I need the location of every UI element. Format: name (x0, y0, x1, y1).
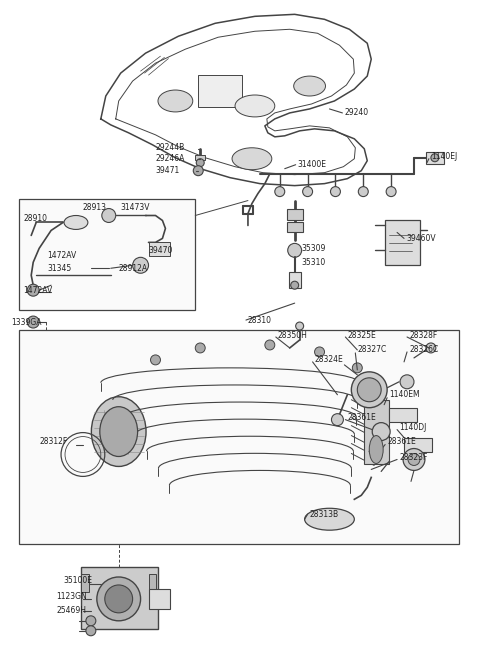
Circle shape (332, 413, 343, 425)
Circle shape (288, 243, 301, 257)
Text: 1140EJ: 1140EJ (431, 152, 457, 161)
Circle shape (302, 187, 312, 196)
Text: 28326C: 28326C (409, 346, 438, 354)
Text: 28350H: 28350H (278, 330, 308, 340)
Circle shape (351, 372, 387, 408)
Bar (19, 198, 195, 310)
Text: 28310: 28310 (248, 316, 272, 324)
Circle shape (358, 187, 368, 196)
Circle shape (296, 322, 304, 330)
Text: 31345: 31345 (47, 264, 72, 273)
Text: 29244B: 29244B (156, 143, 185, 152)
Circle shape (352, 363, 362, 373)
Text: 1123GN: 1123GN (56, 592, 87, 602)
Circle shape (265, 340, 275, 350)
Ellipse shape (369, 436, 383, 464)
Text: 35309: 35309 (301, 244, 326, 253)
Text: 35310: 35310 (301, 258, 326, 267)
Bar (426, 152, 444, 163)
Circle shape (275, 187, 285, 196)
Text: 28912A: 28912A (119, 264, 148, 273)
Circle shape (105, 585, 132, 613)
Text: 28325E: 28325E (348, 330, 376, 340)
Bar (287, 208, 302, 220)
Bar (364, 400, 389, 464)
Ellipse shape (100, 407, 138, 456)
Polygon shape (109, 370, 371, 494)
Text: 29246A: 29246A (156, 154, 185, 163)
Text: 28361E: 28361E (387, 437, 416, 446)
Bar (81, 567, 158, 628)
Ellipse shape (91, 397, 146, 466)
Bar (288, 272, 300, 288)
Text: 28313B: 28313B (310, 510, 339, 519)
Text: 39460V: 39460V (406, 234, 436, 243)
Circle shape (330, 187, 340, 196)
Bar (404, 438, 432, 452)
Bar (19, 330, 459, 544)
Circle shape (151, 355, 160, 365)
Text: 35100E: 35100E (63, 576, 92, 586)
Bar (148, 574, 156, 592)
Circle shape (86, 616, 96, 626)
Bar (385, 220, 420, 265)
Text: 25469H: 25469H (56, 606, 86, 615)
Ellipse shape (235, 95, 275, 117)
Circle shape (291, 281, 299, 289)
Circle shape (102, 208, 116, 222)
Circle shape (195, 343, 205, 353)
Circle shape (400, 375, 414, 389)
Text: 39470: 39470 (148, 246, 173, 255)
Text: 28323F: 28323F (399, 453, 428, 462)
Circle shape (357, 378, 381, 402)
Bar (195, 155, 205, 159)
Circle shape (97, 577, 141, 621)
Ellipse shape (64, 216, 88, 229)
Text: 31473V: 31473V (120, 203, 150, 212)
Polygon shape (116, 340, 384, 427)
Text: 31400E: 31400E (298, 160, 327, 170)
Circle shape (193, 165, 203, 176)
Text: 1472AV: 1472AV (23, 285, 52, 295)
Text: 28361E: 28361E (348, 413, 376, 422)
Bar (389, 408, 417, 421)
Circle shape (372, 423, 390, 441)
Circle shape (386, 187, 396, 196)
Bar (148, 243, 170, 257)
Bar (148, 589, 170, 609)
Ellipse shape (232, 148, 272, 170)
Text: 28312F: 28312F (39, 437, 67, 446)
Bar (287, 222, 302, 232)
Ellipse shape (294, 76, 325, 96)
Circle shape (27, 316, 39, 328)
Text: 28324E: 28324E (314, 355, 343, 364)
Circle shape (431, 153, 439, 161)
Text: 1339GA: 1339GA (12, 318, 42, 326)
Text: 28910: 28910 (23, 214, 47, 223)
Text: 1140EM: 1140EM (389, 390, 420, 399)
Text: 28327C: 28327C (357, 346, 386, 354)
Text: 28328F: 28328F (409, 330, 437, 340)
Circle shape (132, 257, 148, 273)
Circle shape (408, 454, 420, 466)
Ellipse shape (305, 509, 354, 530)
Text: 28913: 28913 (83, 203, 107, 212)
Bar (81, 574, 89, 592)
Circle shape (314, 347, 324, 357)
Text: 39471: 39471 (156, 166, 180, 175)
Circle shape (86, 626, 96, 636)
Ellipse shape (158, 90, 193, 112)
Circle shape (196, 159, 204, 167)
Circle shape (27, 284, 39, 296)
Bar (198, 75, 242, 107)
Circle shape (426, 343, 436, 353)
Text: 1472AV: 1472AV (47, 251, 76, 260)
Text: 1140DJ: 1140DJ (399, 423, 426, 432)
Text: 29240: 29240 (344, 109, 369, 117)
Circle shape (403, 448, 425, 470)
